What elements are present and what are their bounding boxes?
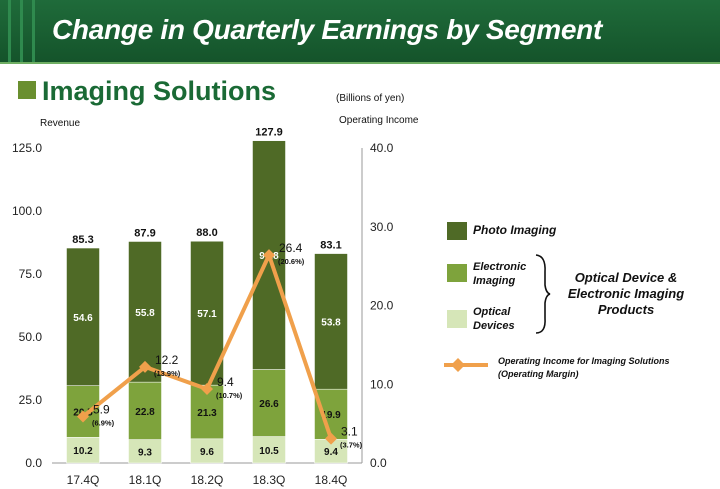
operating-margin-label: (20.6%) bbox=[278, 257, 305, 266]
operating-income-legend-label: Operating Income for Imaging Solutions bbox=[498, 356, 670, 366]
optical-devices-legend-label: Devices bbox=[473, 320, 515, 332]
category-label: 18.1Q bbox=[129, 473, 162, 487]
header-bar: Change in Quarterly Earnings by Segment bbox=[0, 0, 720, 64]
left-axis-title: Revenue bbox=[40, 118, 80, 129]
photo-imaging-bar bbox=[66, 247, 100, 386]
operating-income-legend-marker bbox=[451, 358, 465, 372]
left-tick-label: 25.0 bbox=[19, 393, 43, 407]
grouping-brace bbox=[535, 254, 551, 334]
operating-income-value: 9.4 bbox=[217, 375, 234, 389]
total-label: 127.9 bbox=[255, 127, 283, 139]
category-label: 17.4Q bbox=[67, 473, 100, 487]
category-label: 18.2Q bbox=[191, 473, 224, 487]
right-tick-label: 40.0 bbox=[370, 141, 394, 155]
left-tick-label: 125.0 bbox=[12, 141, 42, 155]
electronic-imaging-label: 22.8 bbox=[135, 407, 155, 418]
left-tick-label: 50.0 bbox=[19, 330, 43, 344]
operating-income-value: 3.1 bbox=[341, 425, 358, 439]
page-title: Change in Quarterly Earnings by Segment bbox=[52, 14, 602, 45]
header-stripe bbox=[32, 0, 35, 64]
left-tick-label: 75.0 bbox=[19, 267, 43, 281]
optical-devices-label: 10.2 bbox=[73, 446, 93, 457]
operating-income-marker bbox=[139, 360, 151, 373]
group-legend-label: Products bbox=[598, 302, 654, 317]
operating-margin-label: (6.9%) bbox=[92, 419, 115, 428]
header-stripe bbox=[8, 0, 11, 64]
right-tick-label: 30.0 bbox=[370, 220, 394, 234]
electronic-imaging-legend-label: Electronic bbox=[473, 261, 526, 273]
right-tick-label: 10.0 bbox=[370, 377, 394, 391]
optical-devices-bar bbox=[190, 438, 224, 464]
photo-imaging-label: 54.6 bbox=[73, 313, 93, 324]
electronic-imaging-label: 26.6 bbox=[259, 399, 279, 410]
operating-income-value: 26.4 bbox=[279, 241, 303, 255]
electronic-imaging-label: 21.3 bbox=[197, 408, 217, 419]
optical-devices-legend-label: Optical bbox=[473, 306, 511, 318]
left-tick-label: 0.0 bbox=[25, 456, 42, 470]
right-axis-title: Operating Income bbox=[339, 115, 419, 126]
operating-income-marker bbox=[201, 382, 213, 395]
total-label: 83.1 bbox=[320, 240, 341, 252]
electronic-imaging-label: 19.9 bbox=[321, 410, 341, 421]
operating-margin-label: (3.7%) bbox=[340, 441, 363, 450]
category-label: 18.3Q bbox=[253, 473, 286, 487]
square-bullet-icon bbox=[18, 80, 36, 99]
operating-income-marker bbox=[77, 410, 89, 423]
total-label: 87.9 bbox=[134, 227, 155, 239]
photo-imaging-label: 55.8 bbox=[135, 308, 155, 319]
photo-imaging-label: 57.1 bbox=[197, 309, 217, 320]
optical-devices-label: 9.6 bbox=[200, 447, 214, 458]
section-heading: Imaging Solutions bbox=[18, 76, 276, 110]
optical-devices-bar bbox=[66, 437, 100, 464]
operating-margin-label: (10.7%) bbox=[216, 391, 243, 400]
photo-imaging-bar bbox=[314, 253, 348, 390]
electronic-imaging-bar bbox=[128, 381, 162, 440]
electronic-imaging-swatch bbox=[447, 264, 467, 282]
photo-imaging-label: 53.8 bbox=[321, 317, 341, 328]
right-tick-label: 20.0 bbox=[370, 299, 394, 313]
operating-income-marker bbox=[325, 432, 337, 445]
optical-devices-label: 9.3 bbox=[138, 447, 152, 458]
operating-income-value: 12.2 bbox=[155, 353, 179, 367]
optical-devices-label: 9.4 bbox=[324, 447, 338, 458]
photo-imaging-swatch bbox=[447, 222, 467, 240]
total-label: 88.0 bbox=[196, 227, 217, 239]
category-label: 18.4Q bbox=[315, 473, 348, 487]
operating-income-legend-label: (Operating Margin) bbox=[498, 369, 579, 379]
right-tick-label: 0.0 bbox=[370, 456, 387, 470]
header-divider bbox=[0, 62, 720, 64]
operating-income-value: 5.9 bbox=[93, 403, 110, 417]
total-label: 85.3 bbox=[72, 234, 93, 246]
group-legend-label: Optical Device & bbox=[575, 270, 678, 285]
electronic-imaging-bar bbox=[252, 369, 286, 437]
operating-margin-label: (13.9%) bbox=[154, 369, 181, 378]
group-legend-label: Electronic Imaging bbox=[568, 286, 684, 301]
units-note: (Billions of yen) bbox=[336, 93, 405, 104]
electronic-imaging-legend-label: Imaging bbox=[473, 275, 515, 287]
section-title: Imaging Solutions bbox=[42, 76, 276, 106]
photo-imaging-legend-label: Photo Imaging bbox=[473, 223, 557, 237]
optical-devices-label: 10.5 bbox=[259, 446, 279, 457]
photo-imaging-bar bbox=[128, 241, 162, 383]
electronic-imaging-bar bbox=[314, 388, 348, 440]
optical-devices-swatch bbox=[447, 310, 467, 328]
operating-income-marker bbox=[263, 249, 275, 262]
left-tick-label: 100.0 bbox=[12, 204, 42, 218]
header-stripe bbox=[20, 0, 23, 64]
